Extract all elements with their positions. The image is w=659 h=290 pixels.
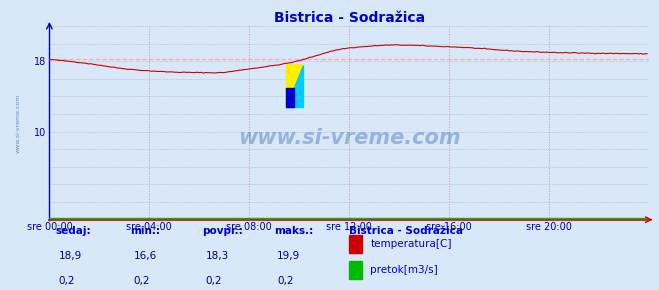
Text: www.si-vreme.com: www.si-vreme.com bbox=[238, 128, 461, 148]
Text: 18,3: 18,3 bbox=[206, 251, 229, 261]
Text: 0,2: 0,2 bbox=[59, 276, 75, 287]
Text: povpr.:: povpr.: bbox=[202, 226, 243, 236]
FancyBboxPatch shape bbox=[349, 235, 362, 253]
Polygon shape bbox=[286, 65, 303, 107]
Polygon shape bbox=[286, 65, 303, 107]
Text: min.:: min.: bbox=[130, 226, 160, 236]
Text: 16,6: 16,6 bbox=[133, 251, 157, 261]
Text: temperatura[C]: temperatura[C] bbox=[370, 239, 452, 249]
Text: 0,2: 0,2 bbox=[277, 276, 294, 287]
Text: 0,2: 0,2 bbox=[206, 276, 222, 287]
Text: Bistrica - Sodražica: Bistrica - Sodražica bbox=[349, 226, 463, 236]
Text: pretok[m3/s]: pretok[m3/s] bbox=[370, 265, 438, 275]
Text: 0,2: 0,2 bbox=[133, 276, 150, 287]
FancyBboxPatch shape bbox=[349, 261, 362, 279]
Title: Bistrica - Sodražica: Bistrica - Sodražica bbox=[273, 11, 425, 25]
Text: www.si-vreme.com: www.si-vreme.com bbox=[16, 93, 20, 153]
Text: 19,9: 19,9 bbox=[277, 251, 301, 261]
Text: 18,9: 18,9 bbox=[59, 251, 82, 261]
FancyBboxPatch shape bbox=[286, 88, 294, 107]
Text: maks.:: maks.: bbox=[274, 226, 314, 236]
Text: sedaj:: sedaj: bbox=[55, 226, 91, 236]
